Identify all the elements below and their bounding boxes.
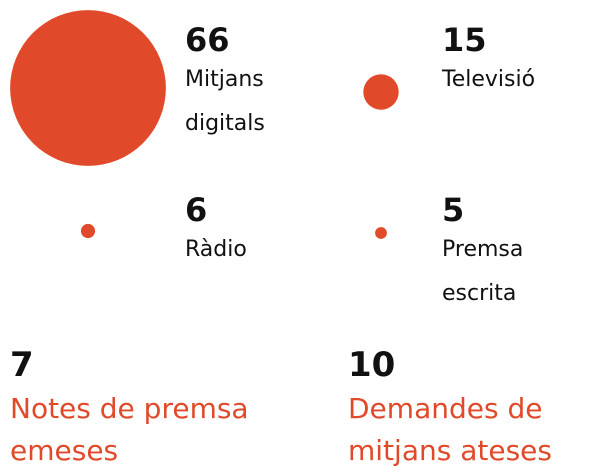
bubble bbox=[375, 227, 387, 239]
bubble bbox=[10, 10, 166, 166]
stat-label: Demandes de mitjans ateses bbox=[348, 392, 552, 467]
stat-value: 10 bbox=[348, 345, 396, 385]
stat-value: 7 bbox=[10, 345, 34, 385]
item-value: 5 bbox=[442, 191, 465, 229]
circles bbox=[10, 10, 399, 239]
bubble bbox=[80, 223, 96, 239]
item-label: Ràdio bbox=[185, 237, 247, 262]
item-value: 66 bbox=[185, 21, 230, 59]
item-label: Televisió bbox=[442, 67, 536, 92]
item-label: Premsa escrita bbox=[442, 237, 524, 306]
item-label: Mitjans digitals bbox=[185, 67, 265, 136]
stat-label: Notes de premsa emeses bbox=[10, 392, 249, 467]
item-value: 6 bbox=[185, 191, 208, 229]
item-value: 15 bbox=[442, 21, 487, 59]
bubble bbox=[363, 74, 399, 110]
